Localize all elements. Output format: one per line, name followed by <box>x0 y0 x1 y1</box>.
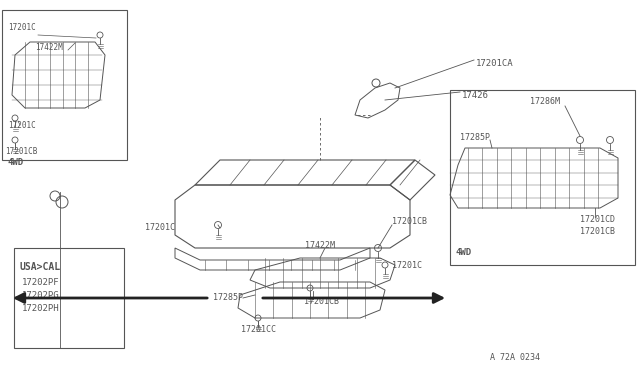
Text: 17285P: 17285P <box>213 294 243 302</box>
Text: 17201CA: 17201CA <box>476 58 514 67</box>
Text: 17201C: 17201C <box>392 260 422 269</box>
Bar <box>450 90 635 265</box>
Text: 17422M: 17422M <box>305 241 335 250</box>
Bar <box>2 10 127 160</box>
Text: 17201CB: 17201CB <box>304 298 339 307</box>
Text: 17201C: 17201C <box>8 23 36 32</box>
Text: 17201C: 17201C <box>145 224 175 232</box>
Text: 17201C: 17201C <box>8 121 36 129</box>
Text: 4WD: 4WD <box>456 248 472 257</box>
Text: 17201CC: 17201CC <box>241 326 275 334</box>
Text: 17202PF: 17202PF <box>22 278 60 287</box>
Text: 17285P: 17285P <box>460 134 490 142</box>
Text: 17201CD: 17201CD <box>580 215 615 224</box>
Text: A 72A 0234: A 72A 0234 <box>490 353 540 362</box>
Text: 17426: 17426 <box>462 90 489 99</box>
Text: 4WD: 4WD <box>8 158 24 167</box>
Text: 17201CB: 17201CB <box>580 228 615 237</box>
Text: 17201CB: 17201CB <box>392 218 427 227</box>
Bar <box>14 248 124 348</box>
Text: USA>CAL: USA>CAL <box>19 262 60 272</box>
Text: 17202PG: 17202PG <box>22 291 60 300</box>
Text: 17201CB: 17201CB <box>5 148 37 157</box>
Text: 17202PH: 17202PH <box>22 304 60 313</box>
Text: 17422M: 17422M <box>35 44 63 52</box>
Text: 17286M: 17286M <box>530 97 560 106</box>
